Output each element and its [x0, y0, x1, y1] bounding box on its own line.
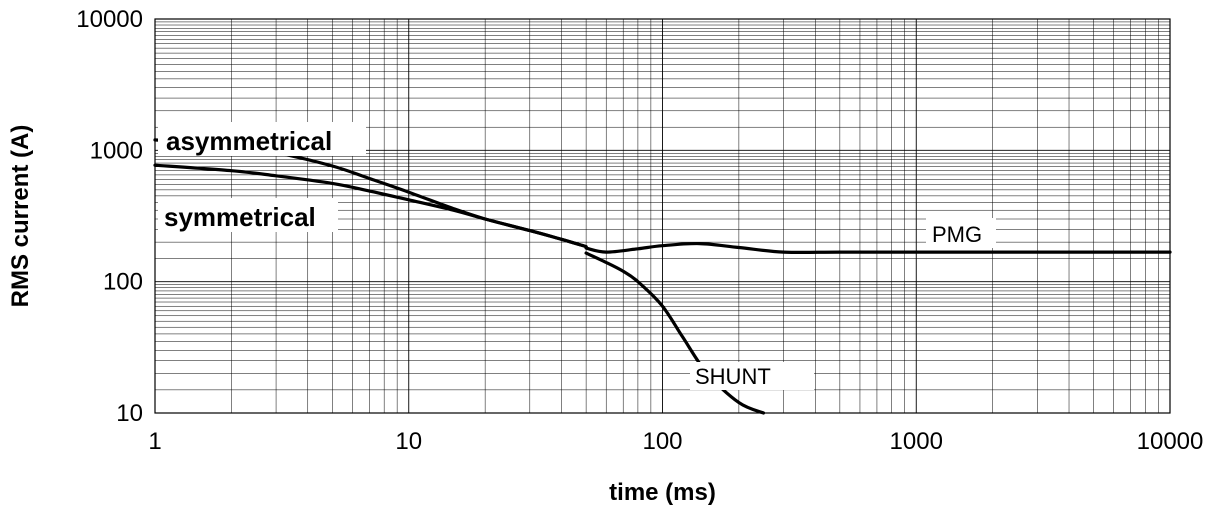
y-tick-label: 10 — [116, 400, 143, 427]
series-label-shunt: SHUNT — [695, 364, 771, 389]
series-line-symmetrical — [153, 163, 588, 249]
series-line-pmg — [584, 241, 1172, 255]
label-bg-shunt — [690, 362, 814, 390]
y-tick-labels: 10 100 1000 10000 — [76, 6, 143, 427]
x-tick-label: 1000 — [890, 428, 943, 455]
x-tick-label: 1 — [148, 428, 161, 455]
y-tick-label: 10000 — [76, 6, 143, 33]
series-label-symmetrical: symmetrical — [164, 202, 316, 232]
plot-frame — [154, 18, 1171, 414]
x-tick-labels: 1 10 100 1000 10000 — [148, 428, 1203, 455]
x-tick-label: 10000 — [1137, 428, 1204, 455]
series-labels: asymmetrical symmetrical PMG SHUNT — [158, 122, 996, 390]
label-bg-symmetrical — [158, 198, 338, 232]
series-label-pmg: PMG — [932, 222, 982, 247]
y-tick-label: 100 — [103, 269, 143, 296]
y-tick-label: 1000 — [90, 137, 143, 164]
x-tick-label: 10 — [395, 428, 422, 455]
y-axis-title: RMS current (A) — [7, 125, 34, 308]
series-line-shunt — [584, 251, 766, 415]
x-tick-label: 100 — [642, 428, 682, 455]
x-axis-title: time (ms) — [609, 479, 716, 506]
label-bg-pmg — [926, 218, 996, 248]
series-label-asymmetrical: asymmetrical — [166, 126, 332, 156]
label-bg-asymmetrical — [158, 122, 366, 156]
